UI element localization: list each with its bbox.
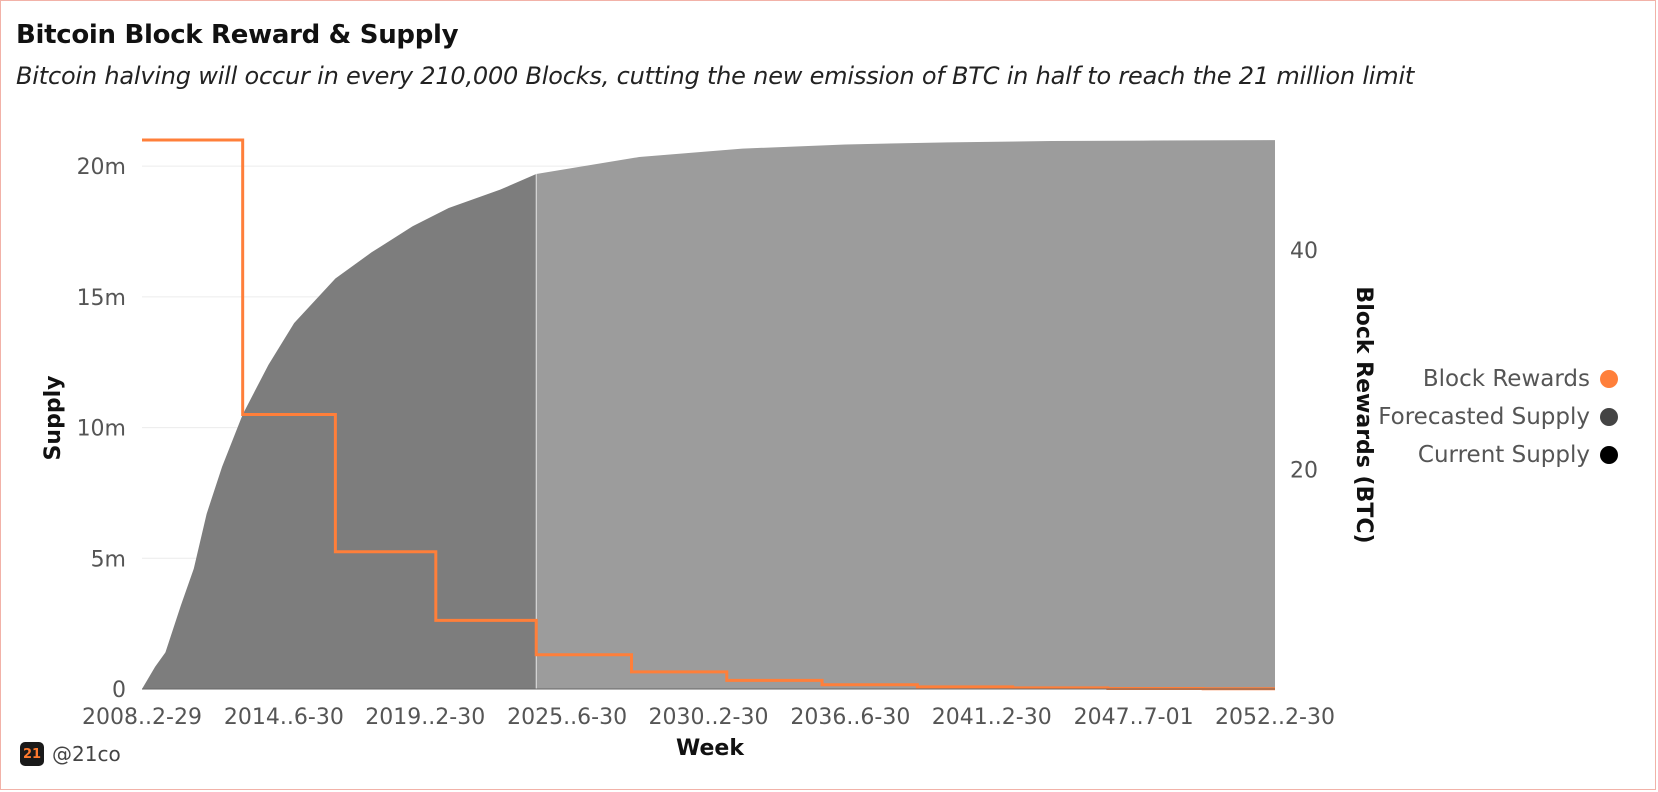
left-axis-ticks: 0 5m 10m 15m 20m [77, 155, 126, 703]
left-tick-label: 20m [77, 155, 126, 180]
brand-logo-icon: 21 [20, 742, 44, 766]
legend-dot-forecasted-supply [1600, 408, 1618, 426]
x-tick-label: 2008..2-29 [82, 705, 202, 730]
current-supply-area [142, 173, 537, 689]
chart-subtitle: Bitcoin halving will occur in every 210,… [16, 62, 1415, 90]
x-tick-label: 2014..6-30 [224, 705, 344, 730]
x-tick-label: 2030..2-30 [649, 705, 769, 730]
area-layer [142, 140, 1275, 689]
x-tick-label: 2019..2-30 [365, 705, 485, 730]
x-axis-label: Week [676, 736, 745, 761]
x-tick-label: 2047..7-01 [1074, 705, 1194, 730]
x-tick-label: 2052..2-30 [1215, 705, 1335, 730]
legend-item-current-supply[interactable]: Current Supply [1378, 436, 1618, 474]
right-axis-label: Block Rewards (BTC) [1351, 286, 1376, 543]
legend-label-current-supply: Current Supply [1417, 442, 1590, 468]
left-axis-label: Supply [41, 376, 66, 461]
legend-item-block-rewards[interactable]: Block Rewards [1378, 360, 1618, 398]
legend-dot-current-supply [1600, 446, 1618, 464]
legend-item-forecasted-supply[interactable]: Forecasted Supply [1378, 398, 1618, 436]
chart-legend: Block Rewards Forecasted Supply Current … [1378, 360, 1618, 474]
x-tick-label: 2025..6-30 [507, 705, 627, 730]
forecasted-supply-area [536, 140, 1275, 689]
x-tick-label: 2036..6-30 [790, 705, 910, 730]
left-tick-label: 5m [91, 547, 126, 572]
left-tick-label: 10m [77, 417, 126, 442]
chart-title: Bitcoin Block Reward & Supply [16, 20, 459, 50]
legend-dot-block-rewards [1600, 370, 1618, 388]
brand-handle: @21co [52, 742, 121, 766]
legend-label-forecasted-supply: Forecasted Supply [1378, 404, 1590, 430]
right-tick-label: 20 [1290, 458, 1318, 483]
x-axis-ticks: 2008..2-29 2014..6-30 2019..2-30 2025..6-30… [82, 705, 1335, 730]
left-tick-label: 15m [77, 286, 126, 311]
brand-watermark[interactable]: 21 @21co [20, 742, 121, 766]
left-tick-label: 0 [112, 678, 126, 703]
block-rewards-line [142, 138, 1275, 691]
right-tick-label: 40 [1290, 239, 1318, 264]
x-tick-label: 2041..2-30 [932, 705, 1052, 730]
legend-label-block-rewards: Block Rewards [1422, 366, 1590, 392]
